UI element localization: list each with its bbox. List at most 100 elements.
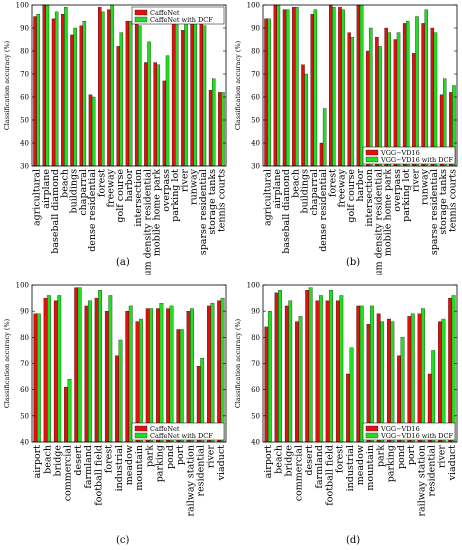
x-tick-label: park bbox=[375, 445, 386, 467]
x-tick-label: industrial bbox=[345, 445, 356, 491]
x-tick-label: football field bbox=[93, 445, 104, 506]
x-tick-label: farmland bbox=[83, 445, 94, 489]
x-tick-label: baseball diamond bbox=[281, 169, 292, 254]
bar-baseline-beach bbox=[61, 14, 65, 167]
bar-dcf-commercial bbox=[67, 379, 72, 443]
y-tick-label: 40 bbox=[20, 140, 29, 148]
x-tick-label: viaduct bbox=[447, 445, 458, 482]
legend-swatch bbox=[365, 149, 379, 156]
bar-baseline-forest bbox=[97, 7, 102, 167]
bar-dcf-chaparral bbox=[82, 20, 87, 167]
x-tick-label: storage tanks bbox=[438, 169, 449, 235]
x-tick-label: harbor bbox=[124, 169, 135, 202]
bar-dcf-football-field bbox=[329, 290, 333, 443]
bar-dcf-dense-residential bbox=[322, 108, 327, 167]
x-tick-label: forest bbox=[104, 445, 115, 473]
bar-baseline-desert bbox=[305, 290, 310, 443]
bar-dcf-bridge bbox=[288, 300, 293, 443]
x-tick-label: bridge bbox=[53, 445, 64, 477]
bar-baseline-agricultural bbox=[33, 16, 37, 167]
y-tick-label: 50 bbox=[20, 412, 29, 420]
x-tick-label: freeway bbox=[106, 168, 117, 207]
x-tick-label: tennis courts bbox=[216, 169, 227, 232]
legend-box bbox=[131, 6, 225, 25]
y-tick-label: 80 bbox=[20, 334, 29, 342]
y-tick-label: 70 bbox=[251, 360, 260, 368]
bar-baseline-forest bbox=[328, 4, 333, 167]
bar-baseline-bridge bbox=[284, 305, 289, 443]
x-tick-label: pond bbox=[396, 445, 407, 469]
bar-dcf-buildings bbox=[304, 73, 308, 167]
bar-baseline-pond bbox=[166, 308, 170, 443]
bar-baseline-meadow bbox=[125, 311, 130, 443]
x-tick-label: medium density residential bbox=[373, 169, 384, 275]
x-tick-label: forest bbox=[327, 169, 338, 197]
x-tick-label: chaparral bbox=[309, 169, 320, 216]
legend-box bbox=[131, 422, 225, 441]
bar-baseline-mobile-home-park bbox=[153, 62, 157, 167]
x-tick-label: commercial bbox=[294, 445, 305, 501]
bar-baseline-chaparral bbox=[310, 14, 314, 167]
plot-frame bbox=[31, 4, 227, 167]
y-tick-label: 30 bbox=[20, 163, 29, 171]
x-tick-label: airport bbox=[32, 445, 43, 479]
bar-baseline-baseball-diamond bbox=[282, 9, 287, 167]
x-tick-label: parking bbox=[155, 445, 166, 482]
bar-baseline-commercial bbox=[64, 386, 68, 443]
x-tick-label: golf course bbox=[346, 169, 357, 223]
x-tick-label: forest bbox=[96, 169, 107, 197]
bar-baseline-dense-residential bbox=[319, 142, 324, 167]
bar-baseline-harbor bbox=[125, 20, 130, 167]
bar-baseline-freeway bbox=[338, 7, 342, 167]
x-tick-label: farmland bbox=[314, 445, 325, 489]
y-tick-label: 60 bbox=[20, 386, 29, 394]
x-tick-label: commercial bbox=[63, 445, 74, 501]
bar-dcf-desert bbox=[77, 287, 82, 443]
bar-dcf-harbor bbox=[359, 4, 364, 167]
bar-baseline-meadow bbox=[356, 305, 361, 443]
y-tick-label: 100 bbox=[247, 2, 260, 10]
bar-baseline-industrial bbox=[115, 355, 119, 443]
x-tick-label: medium density residential bbox=[142, 169, 153, 275]
bar-dcf-storage-tanks bbox=[211, 78, 216, 167]
bar-dcf-farmland bbox=[88, 300, 92, 443]
x-tick-label: sparse residential bbox=[198, 169, 209, 255]
legend-swatch bbox=[134, 432, 148, 439]
bar-baseline-runway bbox=[421, 23, 425, 167]
bar-baseline-viaduct bbox=[217, 300, 222, 443]
x-tick-label: tennis courts bbox=[447, 169, 458, 232]
y-tick-label: 90 bbox=[251, 308, 260, 316]
x-tick-label: overpass bbox=[161, 169, 172, 212]
x-tick-label: buildings bbox=[69, 169, 80, 214]
x-tick-label: bridge bbox=[284, 445, 295, 477]
bar-dcf-medium-density-residential bbox=[147, 41, 151, 167]
x-tick-label: sparse residential bbox=[429, 169, 440, 255]
bar-dcf-viaduct bbox=[451, 295, 456, 443]
y-tick-label: 90 bbox=[20, 25, 29, 33]
x-tick-label: mountain bbox=[365, 445, 376, 491]
bar-baseline-airplane bbox=[273, 4, 278, 167]
legend-swatch bbox=[134, 425, 148, 432]
bar-dcf-commercial bbox=[298, 316, 303, 443]
legend-label: VGG−VD16 with DCF bbox=[380, 156, 453, 164]
x-tick-label: port bbox=[406, 445, 417, 465]
x-tick-label: mobile home park bbox=[383, 169, 394, 256]
bar-dcf-industrial bbox=[349, 347, 354, 443]
bar-baseline-river bbox=[181, 30, 185, 167]
bar-baseline-bridge bbox=[53, 300, 58, 443]
bar-baseline-sparse-residential bbox=[199, 11, 204, 167]
y-tick-label: 40 bbox=[20, 439, 29, 447]
x-tick-label: residential bbox=[195, 445, 206, 496]
bar-baseline-parking bbox=[156, 308, 160, 443]
bar-dcf-sparse-residential bbox=[433, 32, 438, 167]
legend-swatch bbox=[134, 16, 148, 23]
y-axis-label: Classification accuracy (%) bbox=[3, 318, 11, 408]
bar-baseline-mobile-home-park bbox=[384, 27, 388, 167]
bar-baseline-buildings bbox=[301, 64, 305, 167]
panel-caption-a: (a) bbox=[116, 257, 130, 268]
bar-baseline-medium-density-residential bbox=[375, 37, 379, 167]
bar-baseline-airplane bbox=[42, 4, 47, 167]
x-tick-label: river bbox=[179, 169, 190, 193]
bar-baseline-river bbox=[207, 305, 211, 443]
bar-dcf-parking-lot bbox=[175, 14, 179, 167]
